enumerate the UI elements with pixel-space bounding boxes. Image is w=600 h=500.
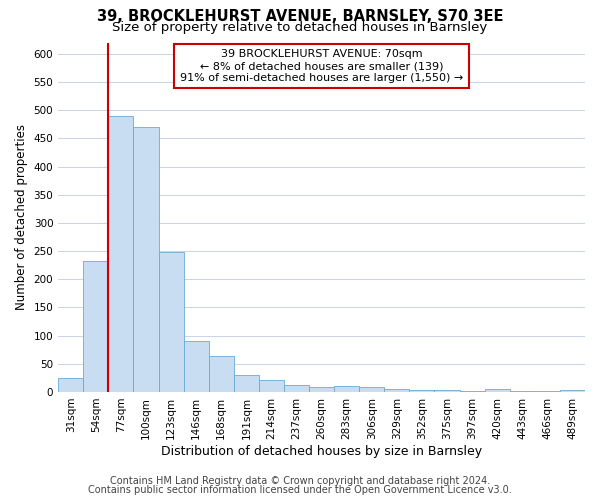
Text: 39, BROCKLEHURST AVENUE, BARNSLEY, S70 3EE: 39, BROCKLEHURST AVENUE, BARNSLEY, S70 3… bbox=[97, 9, 503, 24]
Bar bbox=[184, 341, 209, 392]
Bar bbox=[83, 261, 109, 392]
Bar bbox=[334, 386, 359, 392]
Bar bbox=[359, 388, 385, 392]
Bar bbox=[485, 388, 510, 392]
Text: Size of property relative to detached houses in Barnsley: Size of property relative to detached ho… bbox=[112, 21, 488, 34]
Bar bbox=[510, 391, 535, 392]
Y-axis label: Number of detached properties: Number of detached properties bbox=[15, 124, 28, 310]
Bar bbox=[259, 380, 284, 392]
Bar bbox=[460, 391, 485, 392]
Bar bbox=[158, 252, 184, 392]
Bar bbox=[109, 116, 133, 392]
Bar bbox=[133, 127, 158, 392]
Bar bbox=[385, 389, 409, 392]
Bar bbox=[234, 375, 259, 392]
Bar bbox=[284, 384, 309, 392]
Bar bbox=[309, 388, 334, 392]
Bar bbox=[209, 356, 234, 392]
Bar bbox=[560, 390, 585, 392]
Text: Contains public sector information licensed under the Open Government Licence v3: Contains public sector information licen… bbox=[88, 485, 512, 495]
Bar bbox=[409, 390, 434, 392]
Bar bbox=[434, 390, 460, 392]
Bar bbox=[535, 391, 560, 392]
Text: Contains HM Land Registry data © Crown copyright and database right 2024.: Contains HM Land Registry data © Crown c… bbox=[110, 476, 490, 486]
Text: 39 BROCKLEHURST AVENUE: 70sqm
← 8% of detached houses are smaller (139)
91% of s: 39 BROCKLEHURST AVENUE: 70sqm ← 8% of de… bbox=[180, 50, 463, 82]
Bar bbox=[58, 378, 83, 392]
X-axis label: Distribution of detached houses by size in Barnsley: Distribution of detached houses by size … bbox=[161, 444, 482, 458]
